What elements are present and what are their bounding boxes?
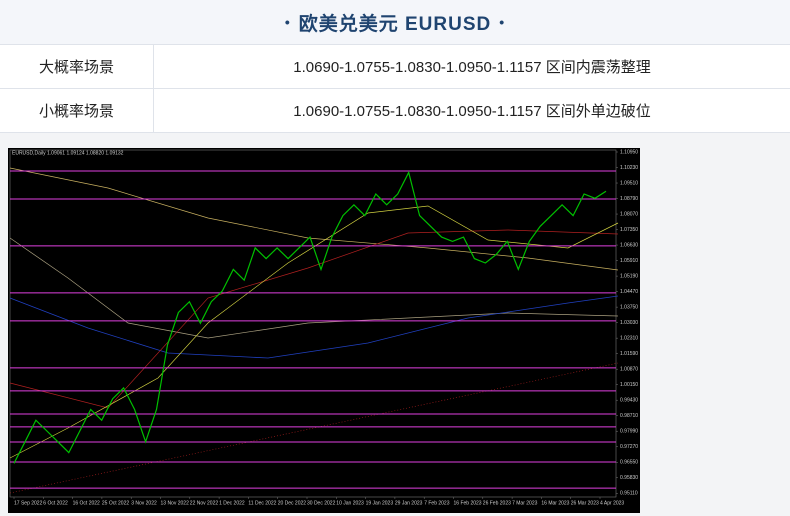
x-tick-label: 1 Dec 2022 [219, 500, 245, 506]
table-row: 小概率场景 1.0690-1.0755-1.0830-1.0950-1.1157 … [0, 88, 790, 132]
x-tick-label: 11 Dec 2022 [248, 500, 276, 506]
x-tick-label: 16 Feb 2023 [454, 500, 482, 506]
x-tick-label: 29 Jan 2023 [395, 500, 423, 506]
x-tick-label: 3 Nov 2022 [131, 500, 157, 506]
title: 欧美兑美元 EURUSD [298, 13, 492, 35]
y-tick-label: 0.96550 [620, 460, 638, 466]
y-tick-label: 0.95110 [620, 491, 638, 497]
y-tick-label: 1.05190 [620, 273, 638, 279]
x-tick-label: 26 Mar 2023 [571, 500, 599, 506]
x-tick-label: 16 Mar 2023 [541, 500, 569, 506]
x-tick-label: 7 Feb 2023 [424, 500, 450, 506]
moving-average [9, 237, 619, 339]
y-tick-label: 1.08790 [620, 196, 638, 202]
y-tick-label: 1.00870 [620, 367, 638, 373]
x-tick-label: 20 Dec 2022 [278, 500, 307, 506]
y-tick-label: 0.97990 [620, 429, 638, 435]
y-tick-label: 1.10950 [620, 149, 638, 155]
chart-title: EURUSD,Daily 1.09061 1.09124 1.08820 1.0… [12, 150, 124, 156]
y-tick-label: 1.07350 [620, 227, 638, 233]
x-tick-label: 13 Nov 2022 [161, 500, 190, 506]
y-tick-label: 1.08070 [620, 211, 638, 217]
x-tick-label: 16 Oct 2022 [73, 500, 100, 506]
y-tick-label: 1.03750 [620, 304, 638, 310]
table-row: 大概率场景 1.0690-1.0755-1.0830-1.0950-1.1157 … [0, 44, 790, 88]
y-tick-label: 1.05910 [620, 258, 638, 264]
x-tick-label: 10 Jan 2023 [336, 500, 364, 506]
x-tick-label: 30 Dec 2022 [307, 500, 336, 506]
y-tick-label: 0.99430 [620, 398, 638, 404]
cell: 1.0690-1.0755-1.0830-1.0950-1.1157 区间外单边… [293, 103, 651, 120]
x-tick-label: 6 Oct 2022 [43, 500, 68, 506]
chart: EURUSD,Daily 1.09061 1.09124 1.08820 1.0… [8, 148, 640, 513]
y-tick-label: 1.00150 [620, 382, 638, 388]
header: • 欧美兑美元 EURUSD • [0, 0, 790, 44]
plot-frame [9, 149, 617, 498]
moving-average [9, 295, 619, 359]
chart-bg [8, 148, 640, 513]
y-tick-label: 1.09510 [620, 180, 638, 186]
cell: 小概率场景 [0, 89, 154, 132]
cell: 大概率场景 [0, 45, 154, 88]
y-tick-label: 1.04470 [620, 289, 638, 295]
x-tick-label: 4 Apr 2023 [600, 500, 624, 506]
price-line [13, 170, 607, 464]
y-tick-label: 1.10230 [620, 165, 638, 171]
x-tick-label: 26 Feb 2023 [483, 500, 511, 506]
y-tick-label: 1.06630 [620, 242, 638, 248]
x-tick-label: 19 Jan 2023 [366, 500, 394, 506]
y-tick-label: 0.97270 [620, 444, 638, 450]
x-tick-label: 22 Nov 2022 [190, 500, 219, 506]
x-tick-label: 17 Sep 2022 [14, 500, 43, 506]
y-tick-label: 1.02310 [620, 335, 638, 341]
y-tick-label: 1.03030 [620, 320, 638, 326]
y-tick-label: 1.01590 [620, 351, 638, 357]
cell: 1.0690-1.0755-1.0830-1.0950-1.1157 区间内震荡… [293, 59, 651, 76]
y-tick-label: 0.95830 [620, 475, 638, 481]
x-tick-label: 7 Mar 2023 [512, 500, 538, 506]
x-tick-label: 25 Oct 2022 [102, 500, 129, 506]
moving-average [9, 167, 619, 271]
y-tick-label: 0.98710 [620, 413, 638, 419]
